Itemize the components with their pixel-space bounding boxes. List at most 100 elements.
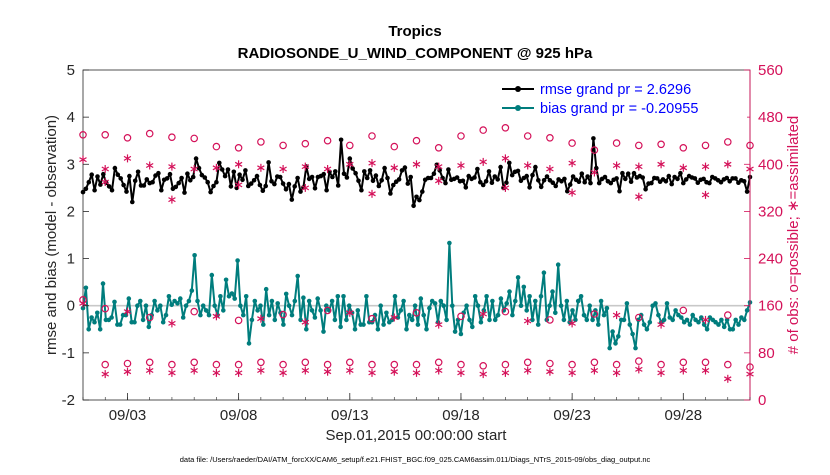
rmse-point (222, 173, 228, 179)
obs-possible-marker (457, 360, 465, 369)
bias-point (258, 303, 263, 309)
obs-assimilated-marker (434, 162, 443, 171)
y-tick-right-label: 560 (758, 62, 783, 79)
obs-possible-marker (634, 357, 643, 365)
bias-point (584, 317, 590, 323)
rmse-point (480, 182, 486, 188)
rmse-point (350, 166, 356, 171)
y-tick-right-label: 320 (758, 203, 783, 220)
rmse-point (463, 185, 469, 190)
bias-point (266, 312, 272, 318)
obs-possible-marker (657, 360, 665, 369)
rmse-point (141, 183, 147, 188)
rmse-point (507, 160, 512, 166)
rmse-point (565, 188, 570, 194)
bias-point (644, 327, 650, 332)
rmse-point (86, 179, 92, 185)
bias-point (143, 303, 149, 309)
bias-point (696, 319, 701, 325)
bias-point (281, 322, 286, 327)
bias-point (138, 298, 143, 304)
obs-assimilated-marker (101, 165, 110, 173)
obs-assimilated-marker (279, 368, 287, 377)
rmse-point (80, 189, 86, 195)
bias-point (246, 341, 252, 346)
x-tick-label: 09/18 (442, 407, 480, 424)
obs-assimilated-marker (301, 183, 310, 192)
rmse-point (530, 172, 535, 178)
bias-point (318, 308, 323, 313)
bias-point (687, 322, 693, 327)
bias-point (332, 317, 338, 323)
legend-rmse-label: rmse grand pr = 2.6296 (540, 82, 691, 98)
bias-point (183, 303, 189, 309)
bias-point (621, 317, 627, 323)
bias-point (146, 324, 152, 330)
bias-point (596, 322, 601, 327)
obs-assimilated-marker (679, 366, 688, 375)
rmse-point (243, 168, 248, 173)
bias-point (704, 327, 710, 332)
rmse-point (640, 175, 645, 180)
bias-point (498, 296, 504, 301)
bias-point (664, 301, 670, 306)
rmse-point (541, 178, 547, 183)
bias-point (378, 303, 384, 309)
obs-assimilated-marker (212, 368, 221, 377)
obs-assimilated-marker (568, 319, 576, 328)
obs-possible-marker (412, 308, 421, 317)
rmse-point (179, 175, 184, 181)
y-tick-right-label: 80 (758, 345, 775, 362)
rmse-point (486, 169, 492, 174)
bias-point (470, 324, 475, 330)
bias-point (561, 317, 567, 323)
rmse-point (280, 181, 286, 186)
rmse-point (376, 183, 382, 189)
y-tick-left-label: 1 (67, 251, 75, 268)
rmse-point (654, 176, 660, 181)
obs-possible-marker (301, 139, 310, 148)
bias-point (616, 334, 621, 339)
rmse-point (411, 203, 416, 209)
rmse-point (98, 182, 103, 187)
obs-assimilated-marker (346, 160, 354, 169)
rmse-point (109, 187, 115, 193)
obs-assimilated-marker (257, 366, 265, 375)
bias-point (263, 286, 269, 292)
obs-possible-marker (434, 358, 443, 367)
obs-assimilated-marker (301, 318, 310, 327)
bias-point (272, 317, 278, 323)
rmse-point (240, 177, 245, 183)
bias-point (286, 303, 292, 309)
obs-possible-marker (101, 360, 110, 369)
rmse-point (446, 167, 451, 172)
obs-possible-marker (101, 131, 110, 139)
obs-possible-marker (634, 141, 643, 150)
bias-point (152, 298, 157, 304)
bias-point (243, 294, 249, 299)
rmse-point (596, 180, 602, 186)
obs-assimilated-marker (501, 154, 510, 163)
rmse-point (335, 183, 341, 188)
bias-point (301, 295, 306, 301)
bias-point (421, 312, 427, 318)
obs-possible-marker (590, 358, 599, 367)
bias-point (117, 322, 123, 327)
bias-point (226, 294, 232, 299)
obs-assimilated-marker (346, 366, 354, 375)
rmse-point (428, 175, 434, 181)
bias-point (564, 298, 570, 304)
obs-assimilated-marker (612, 368, 621, 377)
obs-possible-marker (701, 141, 710, 150)
obs-possible-marker (145, 313, 154, 322)
rmse-point (498, 164, 503, 170)
rmse-point (330, 174, 335, 180)
bias-point (573, 317, 578, 323)
bias-point (355, 308, 361, 313)
rmse-point (211, 183, 216, 189)
rmse-point (504, 180, 509, 185)
obs-possible-marker (679, 144, 688, 152)
rmse-point (118, 176, 123, 181)
bias-point (458, 331, 464, 337)
bias-point (83, 285, 89, 291)
